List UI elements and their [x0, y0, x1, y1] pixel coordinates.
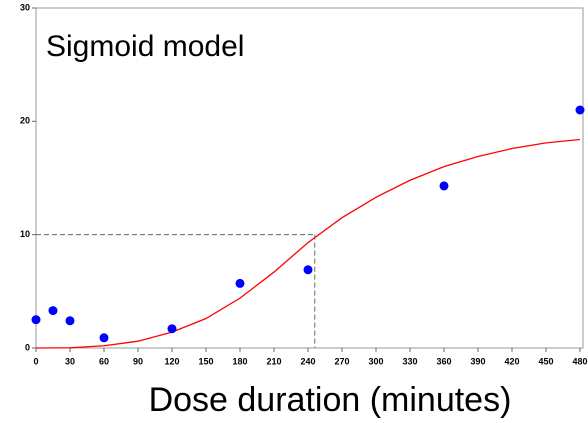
data-point	[99, 333, 109, 343]
x-tick-label: 60	[99, 356, 109, 366]
x-tick-label: 390	[470, 356, 485, 366]
x-tick-label: 120	[164, 356, 179, 366]
x-tick-label: 180	[232, 356, 247, 366]
x-axis-label: Dose duration (minutes)	[149, 381, 512, 419]
x-tick-label: 240	[300, 356, 315, 366]
data-point	[575, 105, 585, 115]
annotation: Sigmoid model	[46, 30, 244, 63]
x-tick-label: 270	[334, 356, 349, 366]
x-tick-label: 480	[572, 356, 587, 366]
x-tick-label: 0	[33, 356, 38, 366]
data-point	[303, 265, 313, 275]
data-point	[48, 306, 58, 316]
y-tick-label: 10	[20, 229, 30, 239]
x-tick-label: 420	[504, 356, 519, 366]
x-tick-label: 450	[538, 356, 553, 366]
x-tick-label: 330	[402, 356, 417, 366]
y-tick-label: 20	[20, 116, 30, 126]
x-tick-label: 30	[65, 356, 75, 366]
fit-curve	[35, 138, 581, 349]
y-tick-label: 0	[25, 342, 30, 352]
x-tick-label: 90	[133, 356, 143, 366]
x-tick-label: 150	[198, 356, 213, 366]
data-point	[167, 324, 177, 334]
y-tick-label: 30	[20, 2, 30, 12]
x-tick-label: 360	[436, 356, 451, 366]
data-point	[65, 316, 75, 326]
x-tick-label: 210	[266, 356, 281, 366]
x-tick-label: 300	[368, 356, 383, 366]
plot-frame	[35, 7, 584, 349]
data-point	[439, 181, 449, 191]
data-point	[235, 278, 245, 288]
data-point	[31, 315, 41, 325]
